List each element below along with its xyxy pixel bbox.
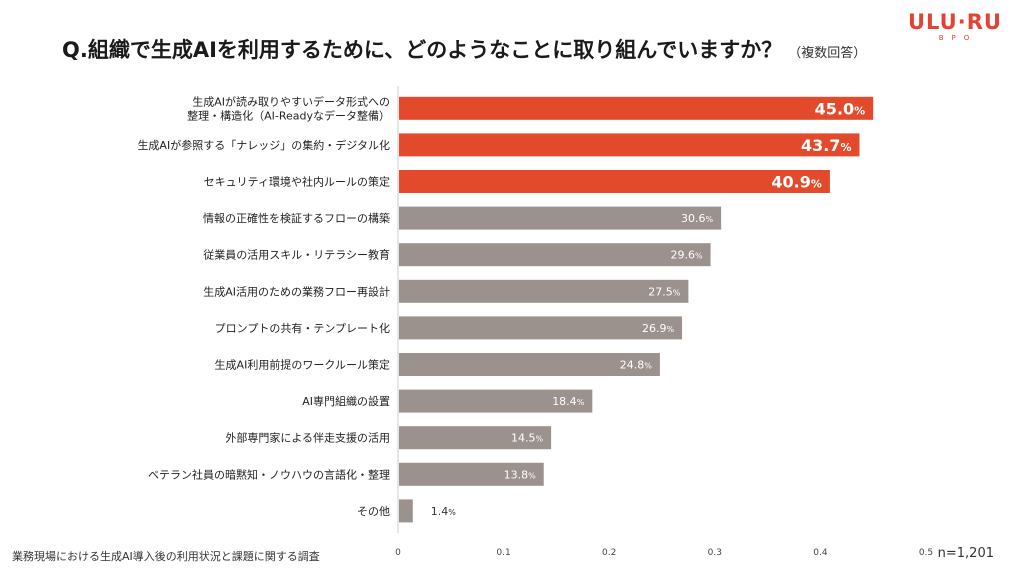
x-tick-label: 0.5 <box>919 548 933 558</box>
value-unit: % <box>706 215 714 224</box>
value-number: 1.4 <box>431 505 449 518</box>
category-label: セキュリティ環境や社内ルールの策定 <box>204 175 390 189</box>
value-unit: % <box>695 252 703 261</box>
value-number: 29.6 <box>670 249 695 262</box>
bar <box>399 133 860 157</box>
category-label: 生成AI利用前提のワークルール策定 <box>215 358 390 372</box>
value-unit: % <box>854 104 865 117</box>
category-label: 生成AIが読み取りやすいデータ形式への <box>192 94 390 108</box>
value-label: 14.5% <box>511 432 544 445</box>
value-number: 27.5 <box>648 285 673 298</box>
value-number: 43.7 <box>801 136 840 155</box>
value-label: 1.4% <box>431 505 457 518</box>
bar <box>399 353 660 376</box>
survey-source: 業務現場における生成AI導入後の利用状況と課題に関する調査 <box>12 550 320 563</box>
value-label: 43.7% <box>801 136 852 155</box>
value-label: 27.5% <box>648 285 681 298</box>
value-unit: % <box>811 178 822 191</box>
x-tick-label: 0.2 <box>602 548 616 558</box>
bar <box>399 243 711 267</box>
category-label: 生成AIが参照する「ナレッジ」の集約・デジタル化 <box>137 138 390 152</box>
category-label: ベテラン社員の暗黙知・ノウハウの言語化・整理 <box>148 467 390 481</box>
x-tick-label: 0.3 <box>708 548 722 558</box>
answer-type-note: （複数回答） <box>788 46 867 61</box>
value-label: 29.6% <box>670 249 703 262</box>
chart-title: Q.組織で生成AIを利用するために、どのようなことに取り組んでいますか？ <box>62 38 783 62</box>
value-number: 26.9 <box>642 322 667 335</box>
bar <box>399 389 593 413</box>
value-label: 18.4% <box>552 395 585 408</box>
value-unit: % <box>666 325 674 334</box>
value-unit: % <box>840 141 851 154</box>
x-tick-label: 0.4 <box>813 548 828 558</box>
category-label: その他 <box>357 505 390 518</box>
value-unit: % <box>673 288 681 297</box>
bar <box>399 170 830 193</box>
value-unit: % <box>448 508 456 517</box>
bar <box>399 426 552 450</box>
logo-subtext: BPO <box>938 34 978 42</box>
category-label: 従業員の活用スキル・リテラシー教育 <box>203 248 390 262</box>
value-unit: % <box>577 398 585 407</box>
value-label: 26.9% <box>642 322 675 335</box>
value-number: 24.8 <box>620 359 645 372</box>
value-label: 13.8% <box>504 468 537 481</box>
value-number: 13.8 <box>504 468 529 481</box>
category-label: 生成AI活用のための業務フロー再設計 <box>203 284 390 298</box>
value-label: 30.6% <box>681 212 714 225</box>
bar <box>399 462 544 486</box>
category-label: AI専門組織の設置 <box>302 394 390 408</box>
logo-wordmark: ULU·RU <box>908 10 1002 34</box>
bar <box>399 206 722 230</box>
x-tick-label: 0 <box>395 548 401 558</box>
chart-title-area: Q.組織で生成AIを利用するために、どのようなことに取り組んでいますか？ （複数回… <box>62 34 866 64</box>
value-unit: % <box>528 471 536 480</box>
value-unit: % <box>644 362 652 371</box>
value-number: 30.6 <box>681 212 706 225</box>
sample-size: n=1,201 <box>937 546 994 561</box>
bar <box>399 279 689 303</box>
category-label: 整理・構造化（AI-Readyなデータ整備） <box>187 108 390 122</box>
category-label: 外部専門家による伴走支援の活用 <box>225 431 390 445</box>
category-label: プロンプトの共有・テンプレート化 <box>215 321 390 335</box>
bar <box>399 499 413 523</box>
value-number: 40.9 <box>771 173 810 192</box>
value-number: 45.0 <box>815 99 854 118</box>
value-label: 45.0% <box>815 99 866 118</box>
bar <box>399 316 683 340</box>
x-tick-label: 0.1 <box>496 548 510 558</box>
brand-logo: ULU·RU BPO <box>908 10 1002 43</box>
category-label: 情報の正確性を検証するフローの構築 <box>203 211 390 225</box>
bar <box>399 96 874 120</box>
value-number: 14.5 <box>511 432 536 445</box>
value-number: 18.4 <box>552 395 577 408</box>
value-label: 40.9% <box>771 173 822 192</box>
value-label: 24.8% <box>620 359 653 372</box>
value-unit: % <box>536 435 544 444</box>
